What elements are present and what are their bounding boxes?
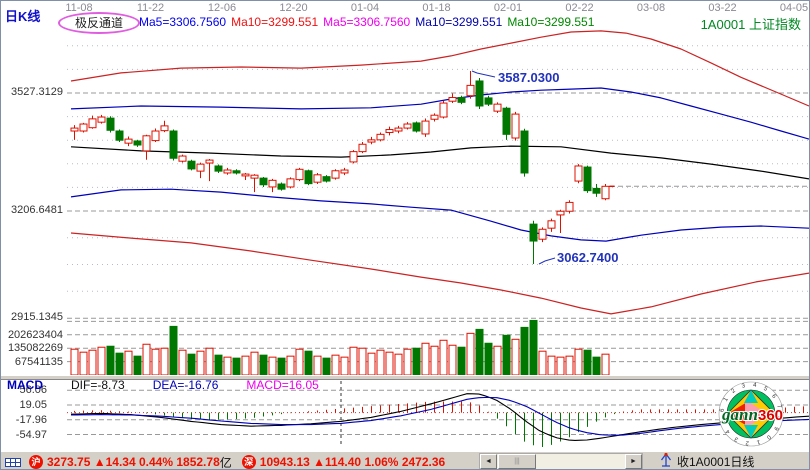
sh-change-value: ▲14.34 bbox=[93, 455, 136, 469]
main-grid bbox=[67, 45, 809, 319]
sh-amount-value: 1852.78 bbox=[176, 455, 220, 469]
date-tick-label: 02-22 bbox=[565, 2, 594, 14]
channel-indicator-badge[interactable]: 极反通道 bbox=[58, 12, 140, 34]
scrollbar-thumb[interactable] bbox=[498, 454, 536, 469]
axis-tick-label: 135082269 bbox=[7, 342, 63, 355]
date-tick-label: 11-22 bbox=[136, 2, 165, 14]
axis-tick-label: -17.96 bbox=[15, 413, 47, 426]
date-tick-label: 01-04 bbox=[350, 2, 380, 14]
low-annotation: 3062.7400 bbox=[557, 250, 619, 265]
upper_red-line bbox=[70, 30, 809, 107]
ma-value-label: Ma10=3299.551 bbox=[415, 15, 503, 29]
lower_blue-line bbox=[70, 188, 809, 242]
dea-value: DEA=-16.76 bbox=[152, 378, 219, 392]
logo-ring-digit: 0 bbox=[765, 433, 772, 440]
logo-top-triangle bbox=[744, 390, 758, 403]
logo-ring-digit: 3 bbox=[741, 383, 746, 390]
shanghai-market-icon[interactable]: 沪 bbox=[29, 455, 43, 469]
symbol-label: 1A0001 上证指数 bbox=[700, 17, 801, 32]
logo-ring-digit: 3 bbox=[733, 435, 739, 442]
macd-lines bbox=[70, 393, 809, 441]
date-tick-label: 12-20 bbox=[279, 2, 308, 14]
sh-percent-value: 0.44% bbox=[138, 455, 174, 469]
ma-value-label: Ma5=3306.7560 bbox=[323, 15, 411, 29]
axis-tick-label: 202623404 bbox=[7, 328, 63, 341]
sz-change-value: ▲114.40 bbox=[313, 455, 362, 469]
amount-unit: 亿 bbox=[219, 455, 232, 470]
candlestick-series bbox=[70, 71, 610, 264]
ma-legend: Ma5=3306.7560 Ma10=3299.551 Ma5=3306.7560 M… bbox=[139, 15, 594, 29]
logo-ring-digit: 4 bbox=[753, 383, 758, 389]
ma-value-label: Ma5=3306.7560 bbox=[139, 15, 227, 29]
macd-value: MACD=16.05 bbox=[246, 378, 319, 392]
logo-ring-digit: 1 bbox=[723, 396, 730, 402]
ma-value-label: Ma10=3299.551 bbox=[507, 15, 595, 29]
logo-ring-digit: 5 bbox=[762, 386, 768, 393]
macd-name: MACD bbox=[7, 378, 43, 392]
sz-index-value: 10943.13 bbox=[259, 455, 310, 469]
logo-ring-digit: 9 bbox=[772, 425, 779, 431]
period-status-label[interactable]: 收1A0001日线 bbox=[677, 455, 755, 469]
sz-percent-value: 1.06% bbox=[364, 455, 399, 469]
logo-ring-digit: 2 bbox=[730, 388, 737, 395]
logo-ring-digit: 2 bbox=[745, 439, 750, 445]
datasheet-icon[interactable] bbox=[5, 457, 21, 467]
upper_blue-line bbox=[70, 87, 809, 140]
middle_black-line bbox=[70, 145, 809, 180]
logo-pink-triangle bbox=[745, 399, 767, 429]
date-tick-label: 03-22 bbox=[708, 2, 737, 14]
logo-ring-digit: 5 bbox=[720, 418, 727, 423]
sh-index-value: 3273.75 bbox=[47, 455, 91, 469]
axis-tick-label: 19.05 bbox=[19, 399, 47, 411]
macd-legend: MACD DIF=-8.73 DEA=-16.76 MACD=16.05 bbox=[7, 378, 347, 392]
date-tick-label: 03-08 bbox=[636, 2, 666, 14]
scroll-left-button[interactable]: ◄ bbox=[480, 454, 497, 469]
scroll-right-button[interactable]: ► bbox=[625, 454, 642, 469]
shenzhen-market-icon[interactable]: 深 bbox=[241, 455, 256, 469]
date-tick-label: 02-01 bbox=[493, 2, 523, 14]
logo-bottom-triangle bbox=[744, 425, 758, 438]
axis-tick-label: 3527.3129 bbox=[11, 86, 63, 98]
logo-ring-digit: 7 bbox=[775, 404, 782, 409]
ma-value-label: Ma10=3299.551 bbox=[231, 15, 319, 29]
dif-value: DIF=-8.73 bbox=[71, 378, 125, 392]
logo-text-gann: gann bbox=[721, 405, 758, 424]
chart-type-label: 日K线 bbox=[5, 9, 41, 24]
axis-tick-label: 2915.1345 bbox=[11, 311, 63, 324]
sz-amount-value: 2472.36 bbox=[401, 455, 446, 469]
axis-tick-label: 56.06 bbox=[19, 384, 47, 397]
channel-lines bbox=[70, 30, 809, 315]
horizontal-scrollbar[interactable]: ◄ ► bbox=[479, 453, 643, 469]
axis-tick-label: 67541135 bbox=[14, 355, 63, 368]
date-tick-label: 11-08 bbox=[65, 2, 93, 14]
signal-icon[interactable] bbox=[659, 452, 673, 468]
macd-histogram bbox=[74, 401, 804, 447]
macd-grid bbox=[67, 381, 809, 447]
axis-tick-label: -54.97 bbox=[15, 428, 47, 441]
logo-text-360: 360 bbox=[758, 407, 783, 424]
date-tick-label: 01-18 bbox=[422, 2, 451, 14]
date-tick-label: 04-05 bbox=[779, 2, 809, 14]
dif-line bbox=[70, 393, 809, 441]
logo-ring-digit: 8 bbox=[776, 416, 782, 421]
volume-bars bbox=[70, 319, 610, 376]
logo-ring-digit: 1 bbox=[755, 438, 760, 445]
pane-splitter[interactable] bbox=[1, 375, 809, 380]
logo-red-triangle bbox=[727, 401, 749, 427]
lower_red-line bbox=[70, 232, 809, 315]
logo-ring-digit: 6 bbox=[720, 408, 726, 413]
date-tick-label: 12-06 bbox=[207, 2, 237, 14]
axis-tick-label: 3206.6481 bbox=[11, 204, 63, 216]
high-annotation: 3587.0300 bbox=[498, 70, 560, 85]
logo-ring-digit: 6 bbox=[770, 393, 777, 400]
logo-ring-digit: 4 bbox=[725, 428, 732, 435]
annotation-connectors bbox=[471, 70, 556, 265]
dea-line bbox=[70, 396, 809, 436]
